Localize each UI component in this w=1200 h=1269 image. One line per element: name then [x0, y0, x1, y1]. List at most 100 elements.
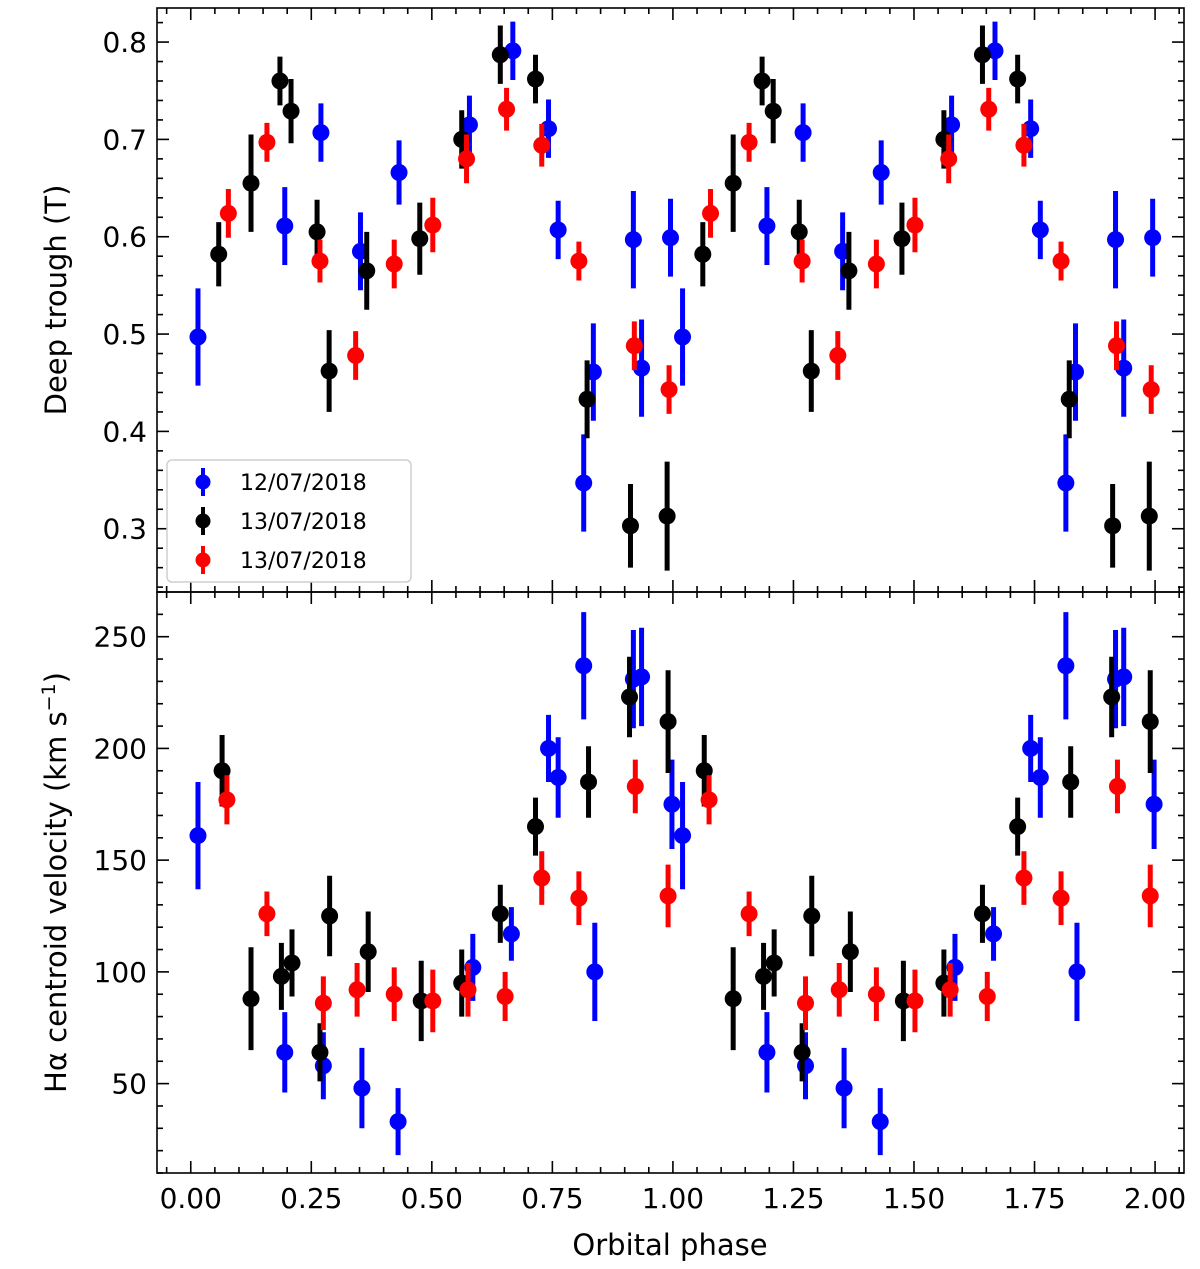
data-point: [390, 163, 408, 181]
data-point: [621, 688, 639, 706]
data-point: [1068, 963, 1086, 981]
data-point: [797, 994, 815, 1012]
data-point: [659, 713, 677, 731]
data-point: [491, 905, 509, 923]
halpha-velocity-y-tick-label: 200: [94, 732, 147, 765]
data-point: [526, 818, 544, 836]
data-point: [1031, 768, 1049, 786]
data-point: [424, 992, 442, 1010]
data-point: [1140, 507, 1158, 525]
data-point: [411, 230, 429, 248]
halpha-velocity-series-1: [189, 612, 1163, 1156]
data-point: [219, 204, 237, 222]
data-point: [242, 990, 260, 1008]
data-point: [533, 136, 551, 154]
deep-trough-y-tick-label: 0.8: [102, 26, 147, 59]
data-point: [871, 1113, 889, 1131]
data-point: [533, 869, 551, 887]
data-point: [311, 1043, 329, 1061]
data-point: [540, 739, 558, 757]
data-point: [658, 507, 676, 525]
data-point: [1103, 688, 1121, 706]
data-point: [973, 905, 991, 923]
data-point: [893, 230, 911, 248]
data-point: [700, 791, 718, 809]
halpha-velocity-series-3: [218, 759, 1159, 1033]
data-point: [840, 262, 858, 280]
data-point: [1052, 889, 1070, 907]
deep-trough-series-2: [210, 25, 1158, 571]
data-point: [867, 985, 885, 1003]
data-point: [570, 252, 588, 270]
data-point: [549, 221, 567, 239]
data-point: [906, 216, 924, 234]
data-point: [740, 133, 758, 151]
data-point: [258, 905, 276, 923]
data-point: [502, 925, 520, 943]
data-point: [830, 981, 848, 999]
data-point: [625, 337, 643, 355]
data-point: [764, 102, 782, 120]
data-point: [458, 150, 476, 168]
data-point: [1022, 120, 1040, 138]
legend: 12/07/2018 13/07/2018 13/07/2018: [166, 459, 412, 583]
data-point: [941, 981, 959, 999]
data-point: [793, 1043, 811, 1061]
data-point: [1104, 517, 1122, 535]
legend-label: 13/07/2018: [240, 510, 367, 535]
data-point: [1060, 390, 1078, 408]
x-tick-label: 1.50: [883, 1182, 945, 1215]
data-point: [724, 174, 742, 192]
data-point: [980, 100, 998, 118]
data-point: [1031, 221, 1049, 239]
data-point: [189, 328, 207, 346]
data-point: [663, 795, 681, 813]
data-point: [586, 963, 604, 981]
data-point: [189, 827, 207, 845]
data-point: [973, 46, 991, 64]
data-point: [578, 390, 596, 408]
data-point: [790, 223, 808, 241]
data-point: [1062, 773, 1080, 791]
deep-trough-y-tick-label: 0.7: [102, 123, 147, 156]
data-point: [353, 1079, 371, 1097]
data-point: [765, 954, 783, 972]
halpha-velocity-y-axis-label: Hα centroid velocity (km s−1): [38, 672, 73, 1093]
data-point: [1009, 818, 1027, 836]
data-point: [385, 255, 403, 273]
data-point: [702, 204, 720, 222]
data-point: [758, 217, 776, 235]
data-point: [258, 133, 276, 151]
data-point: [841, 943, 859, 961]
data-point: [1142, 381, 1160, 399]
halpha-velocity-y-tick-label: 150: [94, 844, 147, 877]
data-point: [906, 992, 924, 1010]
data-point: [835, 1079, 853, 1097]
data-point: [549, 768, 567, 786]
deep-trough-y-tick-label: 0.4: [102, 415, 147, 448]
legend-box: [166, 459, 412, 583]
x-tick-label: 1.25: [762, 1182, 824, 1215]
legend-label: 13/07/2018: [240, 549, 367, 574]
data-point: [424, 216, 442, 234]
data-point: [621, 517, 639, 535]
data-point: [459, 981, 477, 999]
data-point: [358, 262, 376, 280]
data-point: [694, 245, 712, 263]
data-point: [272, 967, 290, 985]
data-point: [802, 362, 820, 380]
data-point: [1141, 713, 1159, 731]
data-point: [282, 102, 300, 120]
x-tick-label: 0.00: [160, 1182, 222, 1215]
data-point: [1057, 657, 1075, 675]
x-tick-label: 1.75: [1003, 1182, 1065, 1215]
data-point: [1115, 359, 1133, 377]
data-point: [1052, 252, 1070, 270]
data-point: [1141, 887, 1159, 905]
data-point: [1057, 474, 1075, 492]
data-point: [674, 827, 692, 845]
data-point: [633, 359, 651, 377]
data-point: [218, 791, 236, 809]
x-tick-label: 1.00: [642, 1182, 704, 1215]
data-point: [389, 1113, 407, 1131]
